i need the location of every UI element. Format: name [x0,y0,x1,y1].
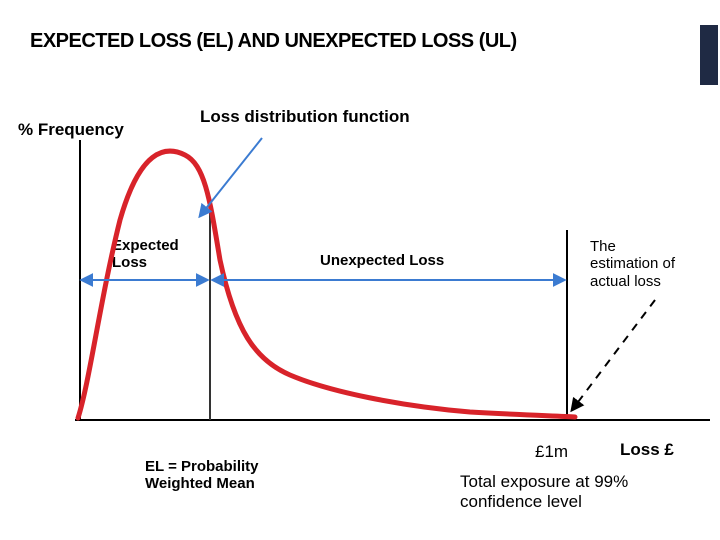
diagram-stage: EXPECTED LOSS (EL) AND UNEXPECTED LOSS (… [0,0,720,540]
diagram-svg [0,0,720,540]
